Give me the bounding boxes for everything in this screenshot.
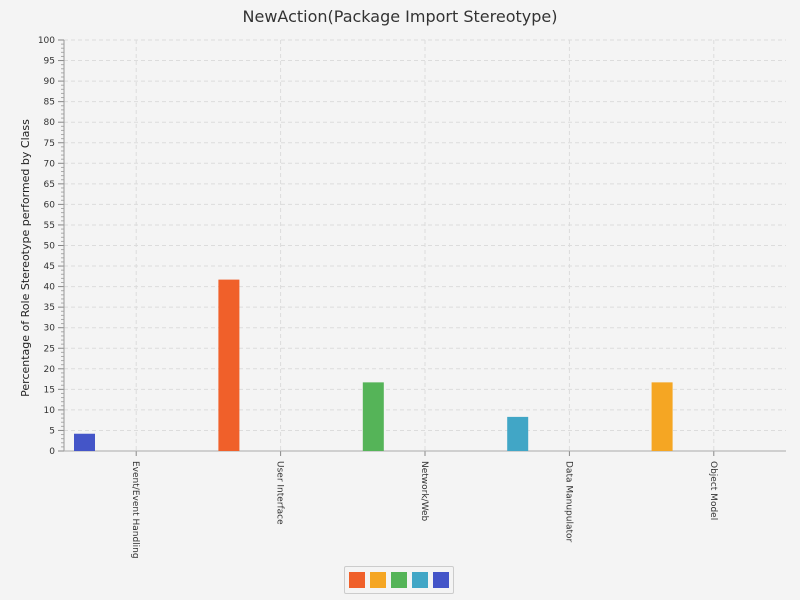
y-tick-label: 75 <box>44 139 55 149</box>
bar <box>651 382 673 451</box>
x-category-label: Object Model <box>708 461 718 520</box>
y-tick-label: 50 <box>44 242 56 252</box>
y-tick-label: 70 <box>44 159 56 169</box>
y-axis-label: Percentage of Role Stereotype performed … <box>19 119 32 397</box>
labels: 0 5 10 15 20 25 30 35 40 45 50 55 60 65 70 75 80 85 90 95 10… <box>38 36 718 559</box>
bar <box>74 433 95 451</box>
chart-title: NewAction(Package Import Stereotype) <box>242 7 558 26</box>
legend-swatch <box>349 572 365 588</box>
bar <box>362 382 384 451</box>
y-tick-label: 80 <box>44 118 56 128</box>
y-tick-label: 60 <box>44 200 56 210</box>
y-tick-label: 5 <box>49 426 55 436</box>
y-tick-label: 100 <box>38 36 55 46</box>
grid <box>64 39 786 451</box>
y-tick-label: 90 <box>44 77 56 87</box>
y-tick-label: 65 <box>44 180 55 190</box>
y-tick-label: 45 <box>44 262 55 272</box>
legend-swatch <box>412 572 428 588</box>
y-tick-label: 85 <box>44 98 55 108</box>
y-tick-label: 15 <box>44 385 55 395</box>
y-tick-label: 55 <box>44 221 55 231</box>
y-tick-label: 40 <box>44 283 56 293</box>
bar <box>218 279 240 451</box>
y-tick-label: 30 <box>44 324 56 334</box>
bar <box>507 416 529 451</box>
x-category-label: User Interface <box>275 461 285 525</box>
x-category-label: Data Manupulator <box>563 461 573 543</box>
y-tick-label: 35 <box>44 303 55 313</box>
y-tick-label: 0 <box>49 447 55 457</box>
axes <box>58 39 786 456</box>
y-tick-label: 25 <box>44 344 55 354</box>
legend-swatch <box>391 572 407 588</box>
y-tick-label: 10 <box>44 406 56 416</box>
y-tick-label: 20 <box>44 365 56 375</box>
legend <box>344 566 454 594</box>
legend-swatch <box>433 572 449 588</box>
legend-swatch <box>370 572 386 588</box>
bars <box>74 279 673 451</box>
x-category-label: Event/Event Handling <box>130 461 140 559</box>
y-tick-label: 95 <box>44 57 55 67</box>
x-category-label: Network/Web <box>419 461 429 522</box>
